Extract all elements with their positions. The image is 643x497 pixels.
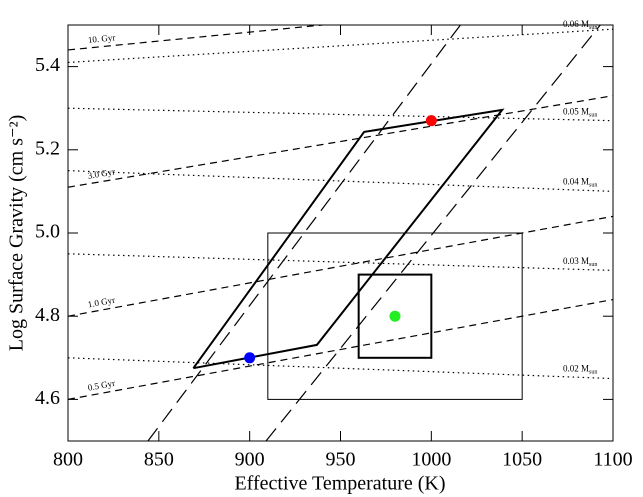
box [357,273,433,359]
label-text: 0.06 M [563,19,589,29]
label-text: 10. Gyr [87,32,115,45]
mass-label: 0.06 Msun [563,19,597,31]
mass-label: 0.02 Msun [563,364,597,376]
label-text: 0.02 M [563,364,589,374]
dashed-line [68,95,613,188]
label-text: 0.04 M [563,177,589,187]
label-text: 1.0 Gyr [87,295,116,310]
y-tick-label: 5.0 [35,221,60,243]
longdash-line [147,25,461,441]
x-tick-label: 800 [53,449,83,471]
point [244,352,256,364]
x-tick-label: 850 [144,449,174,471]
point [389,310,401,322]
x-tick-label: 1050 [502,449,542,471]
dotted-line [68,107,613,122]
solid-line [192,108,505,370]
dashed-line [68,215,613,317]
age-label: 10. Gyr [87,32,115,45]
x-axis-label: Effective Temperature (K) [234,473,445,495]
label-text: 0.5 Gyr [87,378,116,393]
box [267,232,523,400]
label-subscript: sun [589,26,597,32]
label-subscript: sun [589,370,597,376]
dotted-line [68,253,613,272]
x-tick-label: 950 [326,449,356,471]
y-tick-label: 5.2 [35,137,60,159]
label-text: 0.03 M [563,256,589,266]
y-tick-label: 5.4 [35,54,60,76]
label-subscript: sun [589,262,597,268]
x-tick-label: 1100 [593,449,632,471]
x-tick-label: 900 [235,449,265,471]
label-text: 3.0 Gyr [87,166,116,180]
dotted-line [68,170,613,192]
label-text: 0.05 M [563,107,589,117]
dotted-line [68,357,613,380]
y-tick-label: 4.6 [35,387,60,409]
point [425,115,437,127]
y-axis-label: Log Surface Gravity (cm s⁻²) [6,115,28,351]
age-label: 0.5 Gyr [87,378,116,393]
mass-label: 0.03 Msun [563,256,597,268]
x-tick-label: 1000 [411,449,451,471]
age-label: 1.0 Gyr [87,295,116,310]
plot-area [68,25,613,441]
label-subscript: sun [589,113,597,119]
y-tick-label: 4.8 [35,304,60,326]
mass-label: 0.05 Msun [563,107,597,119]
dashed-line [68,25,323,51]
age-label: 3.0 Gyr [87,166,116,180]
mass-label: 0.04 Msun [563,177,597,189]
label-subscript: sun [589,183,597,189]
